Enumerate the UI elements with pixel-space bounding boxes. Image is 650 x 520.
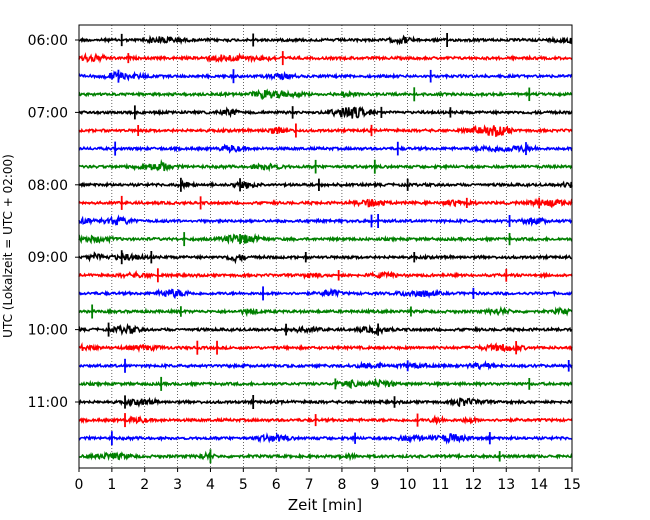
trace-line (78, 450, 573, 462)
x-tick-label: 11 (432, 477, 450, 493)
y-tick-label: 06:00 (28, 33, 68, 49)
x-axis-label: Zeit [min] (288, 496, 362, 514)
trace-line (78, 414, 573, 426)
trace-line (78, 396, 573, 408)
trace-line (78, 124, 573, 138)
y-tick-label: 10:00 (28, 323, 68, 339)
trace-line (78, 322, 573, 337)
vertical-grid (111, 25, 540, 468)
x-tick-label: 6 (272, 477, 281, 493)
trace-line (78, 198, 573, 209)
x-tick-label: 1 (107, 477, 116, 493)
y-axis-label: UTC (Lokalzeit = UTC + 02:00) (1, 154, 15, 338)
trace-line (78, 158, 573, 173)
trace-line (78, 270, 573, 280)
x-tick-label: 0 (75, 477, 84, 493)
trace-line (78, 34, 573, 46)
x-axis-ticks: 0 1 2 3 4 5 6 7 8 9 10 11 12 13 14 15 (75, 468, 581, 493)
trace-group (78, 33, 573, 464)
y-tick-label: 09:00 (28, 250, 68, 266)
y-tick-label: 08:00 (28, 178, 68, 194)
trace-line (78, 214, 573, 227)
trace-line (78, 360, 573, 371)
x-tick-label: 12 (464, 477, 482, 493)
trace-line (78, 305, 573, 318)
x-tick-label: 10 (399, 477, 417, 493)
x-tick-label: 15 (563, 477, 581, 493)
trace-line (78, 88, 573, 101)
trace-line (78, 106, 573, 119)
trace-line (78, 342, 573, 353)
y-tick-label: 07:00 (28, 105, 68, 121)
trace-line (78, 143, 573, 154)
x-tick-label: 8 (337, 477, 346, 493)
x-tick-label: 3 (173, 477, 182, 493)
x-tick-label: 2 (140, 477, 149, 493)
plot-frame (78, 24, 573, 469)
trace-line (78, 70, 573, 82)
trace-line (78, 232, 573, 245)
trace-line (78, 287, 573, 300)
y-tick-label: 11:00 (28, 395, 68, 411)
x-tick-label: 9 (370, 477, 379, 493)
x-tick-label: 7 (305, 477, 314, 493)
x-tick-label: 4 (206, 477, 215, 493)
y-axis-ticks: 06:00 07:00 08:00 09:00 10:00 11:00 (28, 33, 79, 411)
trace-line (78, 251, 573, 265)
trace-line (78, 179, 573, 191)
x-tick-label: 14 (530, 477, 548, 493)
x-tick-label: 5 (239, 477, 248, 493)
trace-line (78, 52, 573, 64)
x-tick-label: 13 (497, 477, 515, 493)
